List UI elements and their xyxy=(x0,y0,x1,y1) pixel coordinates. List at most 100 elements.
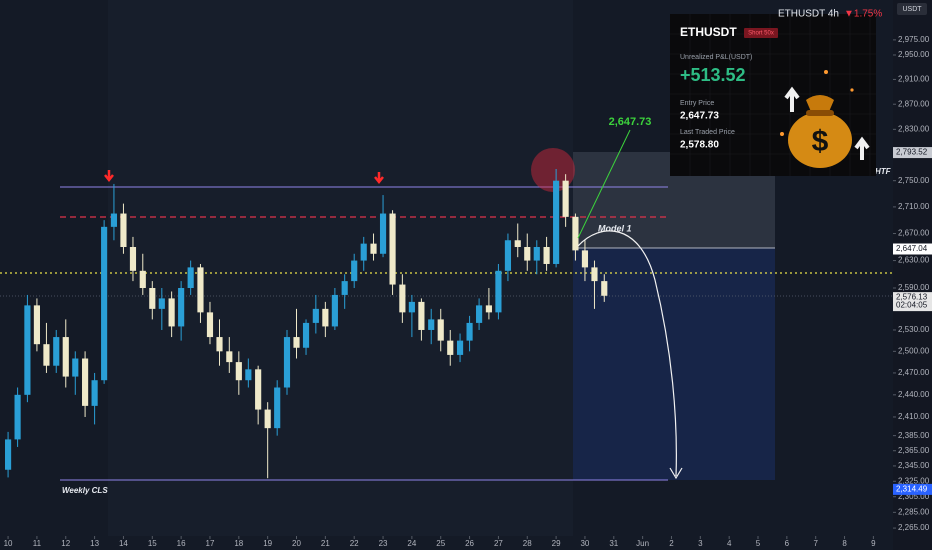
x-tick-label: 16 xyxy=(177,539,186,548)
candle-body xyxy=(293,337,300,348)
candle-body xyxy=(562,180,569,217)
x-tick-label: 31 xyxy=(609,539,618,548)
x-tick-label: 5 xyxy=(756,539,761,548)
candle-body xyxy=(495,270,502,313)
x-tick-label: 17 xyxy=(206,539,215,548)
candle-body xyxy=(351,260,358,282)
x-tick-label: 10 xyxy=(4,539,13,548)
candle-body xyxy=(331,294,338,327)
weekly-label: Weekly CLS xyxy=(62,486,108,495)
y-tick-label: 2,670.00 xyxy=(898,229,930,238)
x-tick-label: 15 xyxy=(148,539,157,548)
candle-body xyxy=(110,213,118,227)
candle-body xyxy=(485,305,492,313)
candle-body xyxy=(302,322,310,348)
y-tick-label: 2,750.00 xyxy=(898,176,930,185)
candle-body xyxy=(206,312,214,338)
candle-body xyxy=(370,243,377,254)
candle-body xyxy=(216,337,223,352)
price-tag xyxy=(893,243,932,255)
plot xyxy=(4,169,608,479)
candle-body xyxy=(283,337,291,388)
entry-pointer xyxy=(577,129,631,239)
price-tag-label: 2,314.49 xyxy=(896,484,928,493)
candle-body xyxy=(245,369,252,381)
candle-body xyxy=(187,267,194,289)
x-tick-label: 22 xyxy=(350,539,359,548)
y-tick-label: 2,285.00 xyxy=(898,507,930,516)
candle-body xyxy=(591,267,598,282)
pnl-value: +513.52 xyxy=(680,65,746,85)
candle-body xyxy=(91,380,98,406)
money-bag: $ xyxy=(780,70,870,168)
candle-body xyxy=(62,337,69,377)
candle-body xyxy=(447,340,454,355)
x-tick-label: 20 xyxy=(292,539,301,548)
candle-body xyxy=(53,337,60,366)
x-tick-label: 9 xyxy=(871,539,876,548)
last-value: 2,578.80 xyxy=(680,140,719,151)
red-arrows xyxy=(104,170,384,185)
candle-body xyxy=(437,319,444,341)
candle-body xyxy=(466,322,473,341)
header-change: ▼1.75% xyxy=(844,9,882,20)
card-symbol: ETHUSDT xyxy=(680,25,737,39)
x-tick-label: 28 xyxy=(523,539,532,548)
candle-body xyxy=(226,351,233,363)
candle-body xyxy=(322,308,329,327)
candle-body xyxy=(139,270,146,289)
entry-label: Entry Price xyxy=(680,100,714,107)
candle-body xyxy=(581,250,589,268)
y-tick-label: 2,440.00 xyxy=(898,390,930,399)
x-tick-label: 24 xyxy=(407,539,416,548)
x-tick-label: 2 xyxy=(669,539,674,548)
entry-value: 2,647.73 xyxy=(680,111,719,122)
entry-annotation: 2,647.73 xyxy=(609,116,652,128)
candle-body xyxy=(360,243,367,261)
candle-body xyxy=(399,284,406,313)
y-tick-label: 2,265.00 xyxy=(898,523,930,532)
projection-arrow xyxy=(577,230,683,480)
x-tick-label: 29 xyxy=(552,539,561,548)
price-axis xyxy=(893,0,932,550)
currency-label: USDT xyxy=(902,6,922,13)
y-tick-label: 2,530.00 xyxy=(898,325,930,334)
model-label: Model 1 xyxy=(598,223,632,233)
x-tick-label: 30 xyxy=(580,539,589,548)
candle-body xyxy=(120,213,127,248)
y-tick-label: 2,365.00 xyxy=(898,446,930,455)
candle-body xyxy=(553,180,560,264)
x-tick-label: 21 xyxy=(321,539,330,548)
candle-body xyxy=(82,358,89,406)
y-tick-label: 2,470.00 xyxy=(898,368,930,377)
candle-body xyxy=(14,394,21,440)
x-tick-label: 6 xyxy=(785,539,790,548)
candle-body xyxy=(456,340,464,355)
candle-body xyxy=(43,344,50,366)
y-tick-label: 2,910.00 xyxy=(898,75,930,84)
candle-body xyxy=(197,267,204,313)
side-badge xyxy=(744,28,778,38)
candle-body xyxy=(524,247,531,261)
candle-body xyxy=(149,288,156,309)
x-tick-label: 23 xyxy=(379,539,388,548)
x-tick-label: 11 xyxy=(33,539,42,548)
currency-box xyxy=(897,3,927,15)
y-tick-label: 2,385.00 xyxy=(898,431,930,440)
candle-body xyxy=(72,358,79,377)
card-side: Short 50x xyxy=(748,31,774,37)
y-tick-label: 2,305.00 xyxy=(898,492,930,501)
candle-body xyxy=(379,213,387,254)
candle-body xyxy=(572,216,579,251)
y-tick-label: 2,710.00 xyxy=(898,202,930,211)
candle-body xyxy=(601,281,608,296)
candle-body xyxy=(389,213,396,285)
candle-body xyxy=(33,305,40,345)
candle-body xyxy=(408,301,415,313)
candle-body xyxy=(168,298,175,327)
last-label: Last Traded Price xyxy=(680,129,735,136)
session-band xyxy=(108,0,573,536)
price-tag-label: 2,647.04 xyxy=(896,244,928,253)
header-symbol: ETHUSDT 4h xyxy=(778,9,839,20)
